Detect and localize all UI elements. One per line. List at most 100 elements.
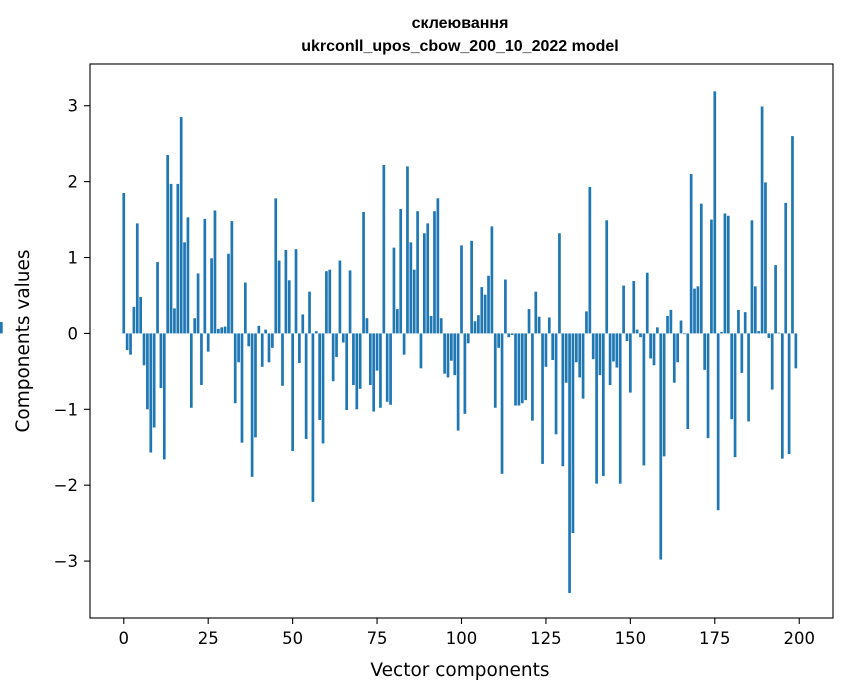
bar-component-99 — [456, 333, 460, 431]
bar-component-75 — [375, 333, 379, 371]
x-tick-label: 25 — [198, 629, 219, 648]
chart-title: склеювання — [412, 15, 509, 32]
bar-component-171 — [699, 203, 703, 334]
bar-component-60 — [325, 271, 328, 334]
bar-component-71 — [362, 211, 365, 334]
bar-component-79 — [389, 333, 392, 405]
bar-component-43 — [267, 333, 271, 363]
bar-component-14 — [169, 183, 173, 334]
bar-component-13 — [166, 155, 170, 334]
y-tick-label: 2 — [68, 173, 79, 192]
bar-component-146 — [615, 333, 619, 368]
bar-component-89 — [423, 233, 426, 334]
bar-component-3 — [132, 306, 136, 334]
bar-component-39 — [254, 333, 257, 438]
bar-component-126 — [547, 317, 551, 334]
bar-component-125 — [544, 333, 548, 367]
bar-component-59 — [321, 333, 325, 444]
bar-component-53 — [301, 314, 305, 334]
bar-component-173 — [706, 333, 710, 439]
bar-component-64 — [338, 260, 342, 334]
bar-component-117 — [517, 333, 521, 406]
bar-component-105 — [477, 315, 480, 334]
bar-component-165 — [679, 320, 683, 334]
bar-component-54 — [304, 333, 308, 439]
bar-component-95 — [443, 333, 446, 374]
bar-component-158 — [656, 327, 659, 334]
bar-component-97 — [450, 333, 453, 361]
bar-component-38 — [250, 333, 254, 477]
bar-component-135 — [578, 333, 582, 378]
bar-component-12 — [162, 333, 166, 460]
bar-component-66 — [345, 333, 349, 411]
x-axis-label: Vector components — [370, 660, 549, 681]
bar-component-48 — [284, 249, 288, 334]
bar-component-6 — [142, 333, 146, 366]
bar-component-27 — [213, 210, 217, 334]
bar-component-187 — [753, 286, 757, 334]
bar-component-96 — [446, 333, 450, 378]
bar-component-133 — [571, 333, 575, 533]
bar-component-68 — [352, 333, 355, 386]
bar-component-121 — [531, 333, 534, 421]
y-tick-label: 1 — [68, 249, 79, 268]
bar-component-169 — [693, 288, 696, 334]
bar-component-11 — [159, 333, 163, 389]
bar-component-5 — [139, 296, 143, 334]
bar-component-22 — [196, 273, 200, 334]
bar-component-17 — [179, 117, 183, 334]
bar-component-108 — [487, 275, 490, 334]
bar-component-103 — [470, 240, 473, 334]
bar-component-undefined — [0, 322, 3, 334]
bar-component-192 — [770, 333, 774, 390]
bar-component-127 — [551, 333, 555, 360]
bar-component-35 — [240, 333, 244, 443]
bar-component-197 — [787, 333, 791, 455]
bar-component-33 — [233, 333, 237, 404]
bar-component-82 — [399, 208, 403, 334]
bar-component-50 — [291, 333, 294, 452]
bar-component-78 — [385, 333, 389, 402]
x-tick-label: 150 — [615, 629, 647, 648]
bar-component-159 — [659, 333, 663, 560]
bar-component-83 — [402, 333, 406, 355]
bar-component-42 — [264, 329, 267, 334]
bar-component-141 — [598, 333, 602, 376]
bar-component-149 — [625, 333, 629, 341]
bar-component-80 — [392, 247, 396, 334]
bar-component-47 — [281, 333, 284, 386]
bar-component-190 — [764, 182, 767, 334]
bar-component-58 — [318, 333, 321, 420]
x-tick-label: 50 — [282, 629, 303, 648]
bar-component-179 — [726, 215, 730, 334]
bar-component-147 — [618, 333, 622, 484]
bar-component-176 — [716, 333, 720, 511]
bar-component-148 — [622, 285, 625, 334]
bar-component-101 — [463, 333, 467, 414]
bar-component-62 — [331, 333, 335, 382]
bar-component-116 — [514, 333, 517, 406]
bar-component-143 — [605, 220, 609, 334]
bar-component-29 — [220, 327, 224, 334]
bar-component-100 — [460, 245, 463, 334]
x-tick-label: 0 — [119, 629, 130, 648]
x-axis-ticks: 0 25 50 75 100 125 150 175 200 — [119, 618, 815, 648]
bar-component-31 — [227, 253, 230, 334]
bar-component-145 — [612, 333, 615, 362]
bar-component-69 — [355, 333, 359, 410]
bar-component-174 — [710, 219, 713, 334]
bar-component-15 — [173, 308, 176, 334]
bar-component-86 — [412, 269, 416, 334]
bar-component-193 — [774, 265, 777, 334]
bar-component-198 — [791, 136, 794, 334]
bar-component-98 — [453, 333, 457, 376]
bar-component-0 — [122, 193, 126, 334]
bar-component-90 — [426, 223, 430, 334]
bar-component-130 — [561, 333, 565, 467]
bar-component-51 — [294, 249, 298, 334]
bar-component-55 — [308, 291, 311, 334]
bar-component-186 — [750, 220, 754, 334]
bar-component-85 — [409, 242, 413, 334]
y-axis-label: Components values — [13, 249, 34, 432]
